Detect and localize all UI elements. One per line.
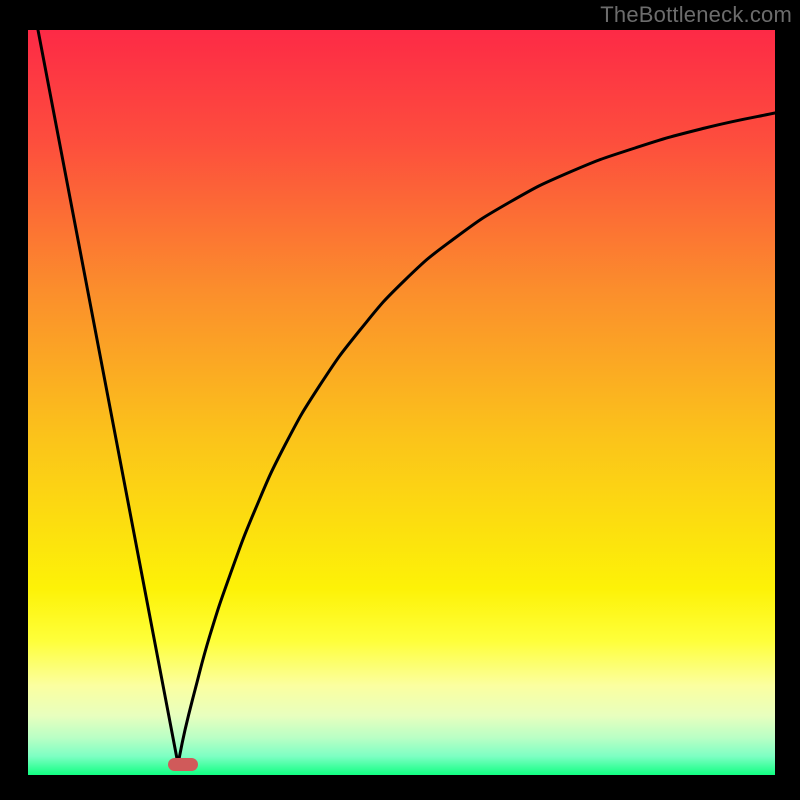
frame-border-left: [0, 0, 28, 800]
curve-svg: [28, 30, 775, 775]
frame-border-bottom: [0, 775, 800, 800]
attribution-text: TheBottleneck.com: [600, 2, 792, 28]
minimum-marker: [168, 758, 198, 771]
bottleneck-curve: [38, 30, 775, 764]
plot-area: [28, 30, 775, 775]
chart-frame: [0, 0, 800, 800]
frame-border-right: [775, 0, 800, 800]
